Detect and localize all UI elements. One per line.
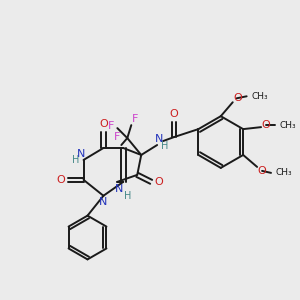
Text: O: O <box>170 109 178 119</box>
Text: N: N <box>155 134 163 144</box>
Text: O: O <box>258 166 266 176</box>
Text: O: O <box>155 177 164 187</box>
Text: N: N <box>99 197 108 207</box>
Text: CH₃: CH₃ <box>280 121 297 130</box>
Text: H: H <box>161 141 169 151</box>
Text: O: O <box>99 119 108 129</box>
Text: CH₃: CH₃ <box>276 168 292 177</box>
Text: N: N <box>115 184 124 194</box>
Text: F: F <box>132 114 138 124</box>
Text: O: O <box>233 93 242 103</box>
Text: F: F <box>108 121 115 131</box>
Text: CH₃: CH₃ <box>252 92 268 101</box>
Text: N: N <box>77 149 86 159</box>
Text: H: H <box>124 191 131 201</box>
Text: F: F <box>114 132 121 142</box>
Text: H: H <box>72 155 79 165</box>
Text: O: O <box>56 175 65 185</box>
Text: O: O <box>262 120 270 130</box>
